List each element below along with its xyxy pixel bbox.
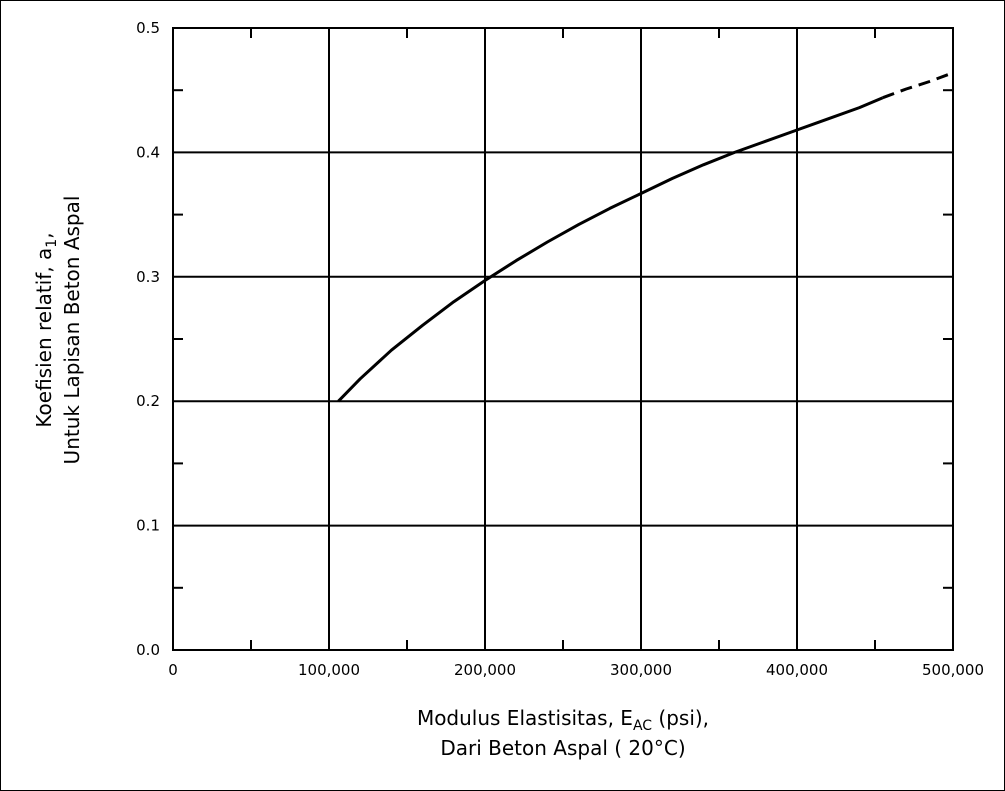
y-tick-label: 0.0 xyxy=(136,641,160,659)
series-line-solid xyxy=(337,96,884,403)
x-tick-label: 200,000 xyxy=(454,661,516,679)
y-tick-labels: 0.0 0.1 0.2 0.3 0.4 0.5 xyxy=(136,19,160,659)
y-axis-title-line2: Untuk Lapisan Beton Aspal xyxy=(60,196,84,465)
x-tick-label: 500,000 xyxy=(922,661,984,679)
x-tick-label: 400,000 xyxy=(766,661,828,679)
x-axis-title-line2: Dari Beton Aspal ( 20°C) xyxy=(440,736,685,760)
x-tick-labels: 0 100,000 200,000 300,000 400,000 500,000 xyxy=(168,661,984,679)
y-tick-label: 0.1 xyxy=(136,517,160,535)
y-tick-label: 0.4 xyxy=(136,143,160,161)
grid xyxy=(172,27,954,651)
y-tick-label: 0.3 xyxy=(136,268,160,286)
series-line-dashed xyxy=(882,71,954,100)
x-tick-label: 0 xyxy=(168,661,178,679)
y-axis-title: Koefisien relatif, a1, Untuk Lapisan Bet… xyxy=(32,196,84,465)
y-axis-title-line1: Koefisien relatif, a1, xyxy=(32,232,60,427)
y-tick-label: 0.5 xyxy=(136,19,160,37)
y-tick-label: 0.2 xyxy=(136,392,160,410)
x-tick-label: 100,000 xyxy=(298,661,360,679)
plot-area-border xyxy=(172,27,954,651)
series-lines xyxy=(337,71,954,403)
minor-ticks xyxy=(173,28,953,650)
x-tick-label: 300,000 xyxy=(610,661,672,679)
x-axis-title-line1: Modulus Elastisitas, EAC (psi), xyxy=(417,706,709,734)
